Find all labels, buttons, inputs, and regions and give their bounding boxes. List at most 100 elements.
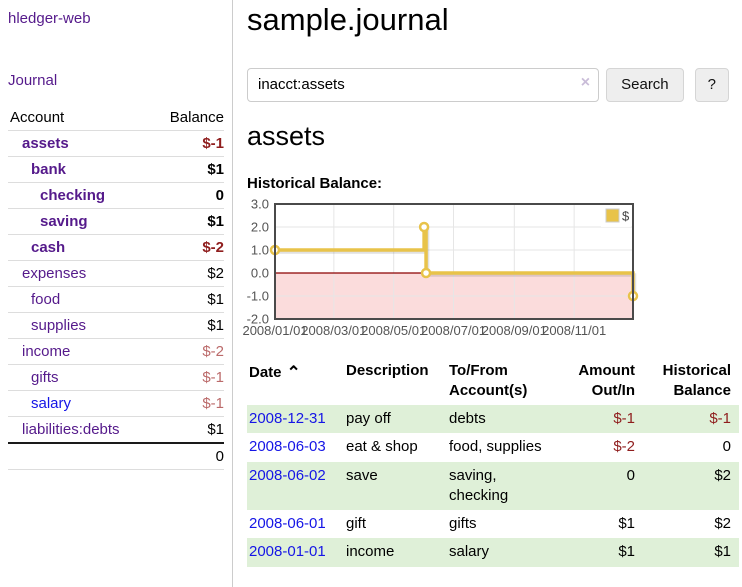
- search-input[interactable]: [247, 67, 600, 102]
- account-link-saving[interactable]: saving: [40, 213, 88, 230]
- accounts-total-balance: 0: [151, 442, 224, 470]
- svg-text:-2.0: -2.0: [247, 311, 269, 326]
- accounts-header-balance: Balance: [151, 105, 224, 131]
- transaction-amount: $1: [618, 515, 635, 533]
- transaction-balance: $1: [714, 543, 731, 561]
- register-row: 2008-06-02 save saving, checking 0 $2: [247, 461, 739, 511]
- transaction-date-link[interactable]: 2008-06-01: [249, 515, 326, 533]
- account-row: bank $1: [8, 156, 224, 183]
- account-row: salary $-1: [8, 390, 224, 417]
- sort-asc-icon: ⌃: [286, 362, 301, 382]
- register-header-balance: Historical Balance: [662, 361, 731, 399]
- account-balance: $-1: [151, 364, 224, 391]
- transaction-accounts: food, supplies: [449, 438, 542, 456]
- account-row: gifts $-1: [8, 364, 224, 391]
- transaction-description: save: [346, 466, 378, 484]
- sidebar-item-journal[interactable]: Journal: [8, 72, 58, 89]
- search-button[interactable]: Search: [606, 67, 684, 102]
- account-balance: $1: [151, 312, 224, 339]
- svg-text:2008/07/01: 2008/07/01: [421, 323, 486, 338]
- transaction-description: income: [346, 543, 395, 561]
- account-balance: $1: [151, 208, 224, 235]
- account-link-income[interactable]: income: [22, 343, 71, 360]
- register-row: 2008-06-01 gift gifts $1 $2: [247, 510, 739, 538]
- page-title: sample.journal: [247, 2, 449, 37]
- account-link-liabilities-debts[interactable]: liabilities:debts: [22, 421, 120, 438]
- account-balance: $-2: [151, 234, 224, 261]
- search-form: × Search ?: [247, 67, 729, 102]
- brand-link[interactable]: hledger-web: [8, 10, 91, 27]
- main-content: sample.journal × Search ? assets Histori…: [233, 0, 739, 587]
- transaction-date-link[interactable]: 2008-06-02: [249, 466, 326, 484]
- transaction-amount: $1: [618, 543, 635, 561]
- accounts-table: Account Balance assets $-1 bank $1 checking 0…: [8, 105, 224, 470]
- account-link-expenses[interactable]: expenses: [22, 265, 87, 282]
- register-row: 2008-12-31 pay off debts $-1 $-1: [247, 405, 739, 434]
- account-link-supplies[interactable]: supplies: [31, 317, 87, 334]
- svg-text:1.0: 1.0: [251, 242, 269, 257]
- account-link-salary[interactable]: salary: [31, 395, 72, 412]
- account-balance: 0: [151, 182, 224, 209]
- historical-balance-chart: 3.0 2.0 1.0 0.0 -1.0 -2.0 2008/01/01 2008/03/01…: [242, 196, 639, 345]
- svg-text:-1.0: -1.0: [247, 288, 269, 303]
- account-row: expenses $2: [8, 260, 224, 287]
- balance-chart-svg: 3.0 2.0 1.0 0.0 -1.0 -2.02008/01/012008/03/01…: [242, 196, 639, 338]
- svg-text:2008/03/01: 2008/03/01: [301, 323, 366, 338]
- register-header-date[interactable]: Date ⌃: [249, 362, 301, 382]
- chart-title: Historical Balance:: [247, 174, 383, 192]
- transaction-amount: $-2: [613, 438, 635, 456]
- account-row: food $1: [8, 286, 224, 313]
- transaction-balance: $2: [714, 466, 731, 484]
- account-heading: assets: [247, 120, 326, 151]
- transaction-accounts: debts: [449, 410, 486, 428]
- register-header-description: Description: [346, 361, 429, 379]
- account-row: supplies $1: [8, 312, 224, 339]
- svg-text:2008/11/01: 2008/11/01: [542, 323, 606, 338]
- account-link-checking[interactable]: checking: [40, 187, 106, 204]
- search-box: ×: [247, 67, 600, 102]
- transaction-date-link[interactable]: 2008-01-01: [249, 543, 326, 561]
- register-header-row: Date ⌃ Description To/From Account(s) Amo…: [247, 358, 739, 406]
- chart-legend: $: [601, 206, 631, 227]
- clear-search-icon[interactable]: ×: [580, 73, 591, 91]
- account-link-cash[interactable]: cash: [31, 239, 66, 256]
- account-balance: $-2: [151, 338, 224, 365]
- account-link-bank[interactable]: bank: [31, 161, 67, 178]
- svg-text:0.0: 0.0: [251, 265, 269, 280]
- transaction-balance: $-1: [709, 410, 731, 428]
- transaction-balance: 0: [722, 438, 731, 456]
- register-header-accounts: To/From Account(s): [449, 361, 528, 399]
- account-link-assets[interactable]: assets: [22, 135, 69, 152]
- help-button[interactable]: ?: [694, 67, 729, 102]
- account-link-gifts[interactable]: gifts: [31, 369, 59, 386]
- sidebar: hledger-web Journal Account Balance asse…: [0, 0, 233, 587]
- register-header-amount: Amount Out/In: [578, 361, 635, 399]
- transaction-amount: 0: [626, 466, 635, 484]
- register-table: Date ⌃ Description To/From Account(s) Amo…: [247, 358, 739, 567]
- account-link-food[interactable]: food: [31, 291, 61, 308]
- accounts-total-row: 0: [8, 442, 224, 470]
- account-row: cash $-2: [8, 234, 224, 261]
- account-balance: $-1: [151, 390, 224, 417]
- transaction-date-link[interactable]: 2008-06-03: [249, 438, 326, 456]
- transaction-date-link[interactable]: 2008-12-31: [249, 410, 326, 428]
- account-balance: $1: [151, 286, 224, 313]
- transaction-accounts: saving, checking: [449, 466, 509, 504]
- transaction-description: pay off: [346, 410, 391, 428]
- transaction-description: gift: [346, 515, 367, 533]
- svg-text:2008/01/01: 2008/01/01: [242, 323, 307, 338]
- account-row: saving $1: [8, 208, 224, 235]
- account-row: checking 0: [8, 182, 224, 209]
- register-row: 2008-01-01 income salary $1 $1: [247, 538, 739, 567]
- account-balance: $1: [151, 156, 224, 183]
- account-balance: $1: [207, 421, 224, 438]
- transaction-accounts: salary: [449, 543, 490, 561]
- legend-swatch: [605, 208, 620, 223]
- register-row: 2008-06-03 eat & shop food, supplies $-2 0: [247, 433, 739, 461]
- account-balance: $-1: [151, 130, 224, 157]
- svg-text:3.0: 3.0: [251, 196, 269, 211]
- svg-text:2.0: 2.0: [251, 219, 269, 234]
- svg-text:2008/05/01: 2008/05/01: [361, 323, 426, 338]
- transaction-description: eat & shop: [346, 438, 418, 456]
